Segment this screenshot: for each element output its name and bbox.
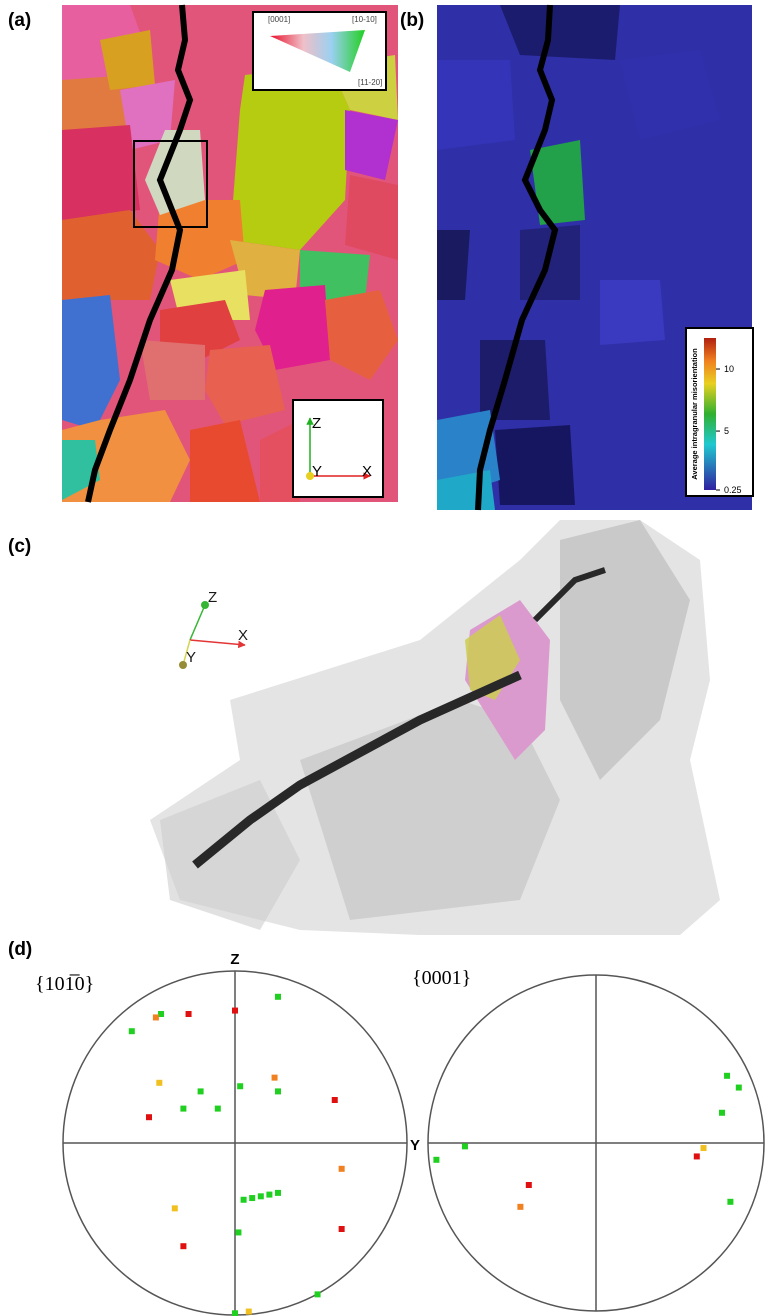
pole-point [462, 1143, 468, 1149]
pole-point [275, 1088, 281, 1094]
panel-label: (b) [400, 10, 424, 31]
pole-point [275, 994, 281, 1000]
pole-point [517, 1204, 523, 1210]
colorbar-label: Average intragranular misorientation [690, 348, 699, 480]
axis-label: Z [208, 589, 217, 606]
ipf-key-label: [10-10] [352, 15, 377, 24]
pole-point [237, 1083, 243, 1089]
pole-point [727, 1199, 733, 1205]
pole-point [156, 1080, 162, 1086]
pole-point [180, 1106, 186, 1112]
axis-label: Y [186, 649, 196, 666]
pole-point [246, 1309, 252, 1315]
colorbar-tick-label: 5 [724, 426, 729, 436]
pole-figure-title: {101̅0} [35, 973, 94, 995]
pole-point [180, 1243, 186, 1249]
axis-label: X [362, 463, 372, 480]
colorbar-tick-label: 10 [724, 364, 734, 374]
pole-point [232, 1008, 238, 1014]
pole-point [172, 1205, 178, 1211]
pole-point [724, 1073, 730, 1079]
pole-point [701, 1145, 707, 1151]
pole-point [694, 1153, 700, 1159]
page: [0001] [10-10] [11-20] Z Y X (a) Average… [0, 0, 765, 1316]
misorientation-map: Average intragranular misorientation 0.2… [437, 5, 753, 510]
pole-point [235, 1229, 241, 1235]
pole-point [153, 1014, 159, 1020]
axis-label: Z [230, 951, 239, 968]
pole-point [241, 1197, 247, 1203]
pole-point [526, 1182, 532, 1188]
pole-point [719, 1110, 725, 1116]
pole-point [146, 1114, 152, 1120]
pole-point [258, 1193, 264, 1199]
pole-point [198, 1088, 204, 1094]
ipf-map: [0001] [10-10] [11-20] Z Y X [62, 5, 398, 502]
pole-point [433, 1157, 439, 1163]
axis-label: Y [312, 463, 322, 480]
figure: [0001] [10-10] [11-20] Z Y X (a) Average… [0, 0, 765, 1316]
pole-point [129, 1028, 135, 1034]
pole-point [332, 1097, 338, 1103]
panel-label: (d) [8, 939, 32, 960]
pole-point [232, 1310, 238, 1316]
volume-render: Z X Y [150, 520, 720, 935]
pole-figure-title: {0001} [412, 967, 471, 989]
pole-point [266, 1192, 272, 1198]
pole-point [249, 1195, 255, 1201]
colorbar-tick-label: 0.25 [724, 485, 742, 495]
pole-point [215, 1106, 221, 1112]
axis-label: Z [312, 415, 321, 432]
panel-label: (c) [8, 536, 31, 557]
axis-label: Y [410, 1137, 420, 1154]
pole-point [158, 1011, 164, 1017]
ipf-key-label: [11-20] [358, 78, 382, 87]
pole-figures: {101̅0} {0001} Z Y [35, 951, 764, 1316]
panel-label: (a) [8, 10, 31, 31]
pole-point [339, 1226, 345, 1232]
pole-point [186, 1011, 192, 1017]
pole-point [736, 1085, 742, 1091]
ipf-key-label: [0001] [268, 15, 290, 24]
pole-point [339, 1166, 345, 1172]
pole-point [315, 1291, 321, 1297]
pole-point [272, 1075, 278, 1081]
axis-label: X [238, 627, 248, 644]
pole-point [275, 1190, 281, 1196]
